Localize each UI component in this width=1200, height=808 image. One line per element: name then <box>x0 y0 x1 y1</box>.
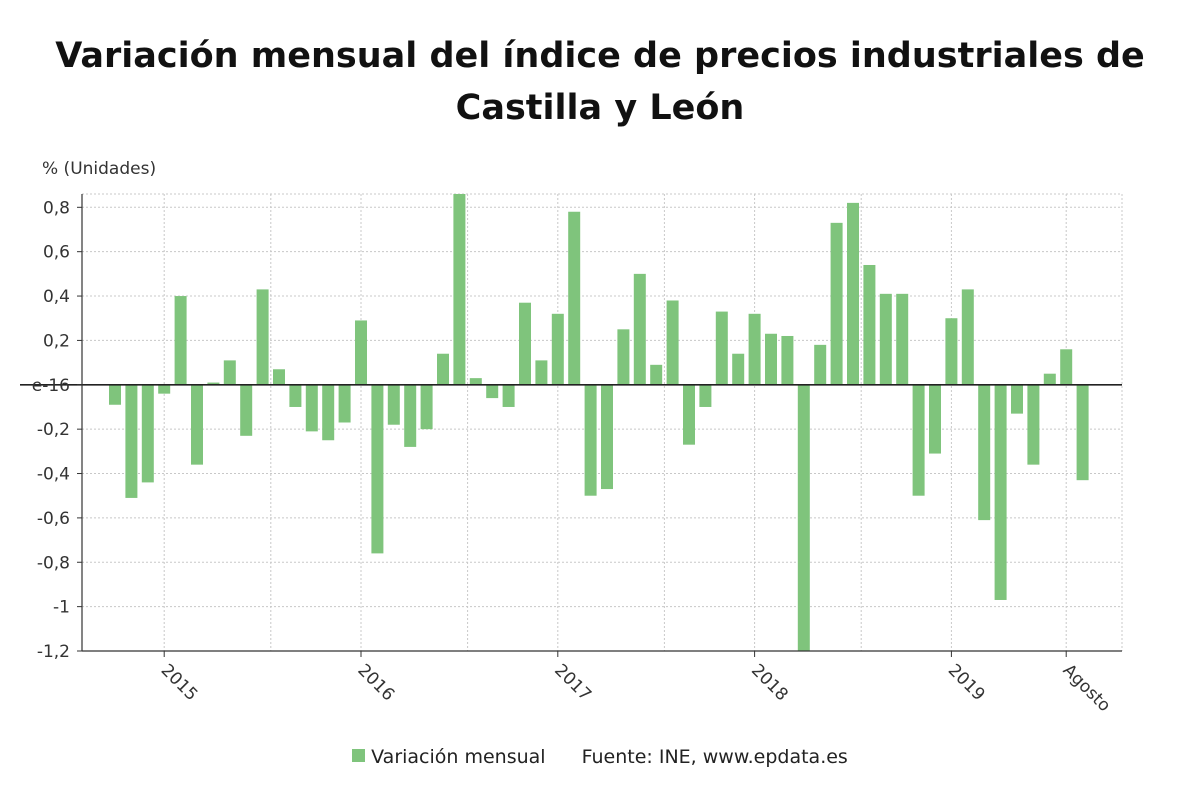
bar <box>699 384 712 407</box>
axes <box>20 194 1122 657</box>
x-tick-labels: 2015 2016 2017 2018 2019 Agosto <box>157 660 1115 716</box>
bar <box>1027 384 1040 465</box>
bar <box>961 289 974 385</box>
bar <box>322 384 335 441</box>
bar <box>879 293 892 385</box>
bar <box>929 384 941 454</box>
y-tick-label: -0,6 <box>37 509 70 529</box>
y-tick-label: 0,8 <box>43 198 70 218</box>
chart-title: Variación mensual del índice de precios … <box>0 30 1200 134</box>
bar <box>453 194 466 385</box>
y-tick-label: 0,6 <box>43 243 70 263</box>
bar <box>994 384 1007 600</box>
bar <box>338 384 351 423</box>
bar <box>519 302 531 385</box>
bar <box>781 335 794 385</box>
bar <box>1043 373 1056 385</box>
bar <box>404 384 417 447</box>
bar <box>256 289 269 385</box>
bar <box>125 384 138 498</box>
bar <box>1060 349 1073 385</box>
y-tick-label: -1,2 <box>37 642 70 662</box>
bar <box>207 382 220 385</box>
bar <box>174 296 187 385</box>
bar <box>830 222 843 385</box>
bar <box>437 353 449 385</box>
bar <box>732 353 745 385</box>
bar <box>289 384 302 407</box>
bar <box>420 384 433 430</box>
bar <box>387 384 400 425</box>
chart-title-line-1: Variación mensual del índice de precios … <box>55 36 1145 76</box>
bar <box>141 384 154 483</box>
bar <box>666 300 679 385</box>
y-tick-labels: 0,8 0,6 0,4 0,2 e-16 -0,2 -0,4 -0,6 -0,8 -1 -1,2 <box>32 198 70 662</box>
bar <box>748 313 761 385</box>
x-tick-label: 2019 <box>944 660 989 705</box>
source-note: Fuente: INE, www.epdata.es <box>581 746 848 768</box>
bar <box>847 202 859 385</box>
bar <box>240 384 253 436</box>
y-tick-label: -0,2 <box>37 420 70 440</box>
bar <box>863 264 876 385</box>
bar <box>1076 384 1089 481</box>
legend: Variación mensual Fuente: INE, www.epdata… <box>0 746 1200 768</box>
bar <box>617 329 630 385</box>
bar <box>650 364 663 385</box>
y-tick-label: 0,2 <box>43 331 70 351</box>
bar <box>715 311 728 385</box>
bar <box>109 384 121 405</box>
bar <box>305 384 318 432</box>
y-axis-label: % (Unidades) <box>42 159 156 179</box>
bar <box>584 384 597 496</box>
x-tick-label: 2016 <box>353 660 398 705</box>
bar <box>1011 384 1023 414</box>
bar <box>502 384 515 407</box>
bar <box>633 273 646 385</box>
bar <box>601 384 613 490</box>
bar <box>469 378 482 385</box>
bar <box>912 384 925 496</box>
bar <box>896 293 909 385</box>
bar <box>945 318 958 385</box>
bars <box>109 194 1089 651</box>
bar <box>191 384 203 465</box>
legend-swatch <box>352 749 366 762</box>
y-tick-label: -0,8 <box>37 553 70 573</box>
x-tick-label: 2015 <box>157 660 202 705</box>
bar <box>765 333 777 385</box>
bar <box>568 211 581 385</box>
bar <box>551 313 564 385</box>
legend-series-label: Variación mensual <box>371 746 546 768</box>
x-tick-label: 2018 <box>747 660 792 705</box>
bar <box>158 384 171 394</box>
bar <box>683 384 695 445</box>
bar <box>814 344 827 385</box>
y-tick-label: -0,4 <box>37 465 70 485</box>
bar <box>535 360 548 385</box>
bar <box>223 360 236 385</box>
y-tick-label: 0,4 <box>43 287 70 307</box>
y-tick-label: -1 <box>53 598 70 618</box>
chart-title-line-2: Castilla y León <box>455 88 745 128</box>
bar <box>355 320 367 385</box>
bar <box>797 384 810 651</box>
bar <box>273 369 285 385</box>
x-tick-label: 2017 <box>550 660 595 705</box>
bar <box>486 384 499 399</box>
y-tick-label: e-16 <box>32 376 70 396</box>
bar <box>371 384 384 554</box>
bar <box>978 384 991 521</box>
x-tick-label: Agosto <box>1059 660 1115 716</box>
